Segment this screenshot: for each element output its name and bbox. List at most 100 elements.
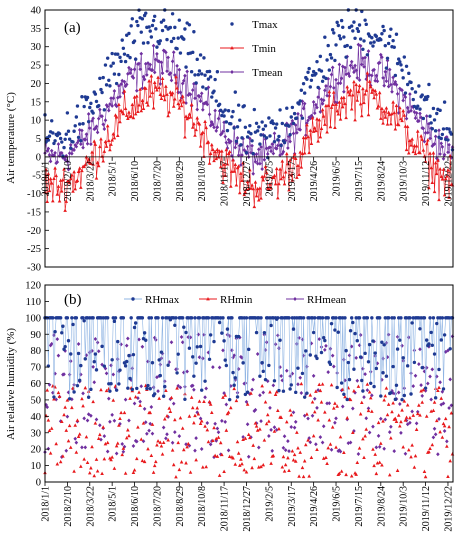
- data-point-RHmax: [374, 366, 379, 371]
- data-point-RHmin: [334, 445, 338, 449]
- data-point-Tmean: [105, 104, 110, 109]
- data-point-RHmin: [382, 398, 386, 402]
- data-point-RHmean: [405, 422, 410, 427]
- data-point-RHmin: [434, 418, 439, 423]
- data-point-Tmax: [404, 64, 409, 68]
- data-point-Tmax: [184, 65, 188, 69]
- data-point-RHmin: [159, 444, 164, 448]
- data-point-Tmean: [195, 107, 200, 112]
- data-point-RHmin: [89, 466, 93, 470]
- data-point-Tmin: [368, 84, 373, 89]
- data-point-RHmax: [300, 371, 305, 376]
- data-point-Tmean: [211, 122, 215, 127]
- data-point-RHmin: [395, 468, 400, 472]
- data-point-RHmean: [406, 335, 411, 340]
- data-point-RHmean: [102, 434, 107, 439]
- y-tick-label: 10: [31, 461, 42, 472]
- data-point-Tmax: [311, 69, 316, 74]
- data-point-RHmean: [199, 447, 204, 452]
- data-point-Tmax: [382, 28, 386, 33]
- data-point-Tmax: [402, 55, 407, 59]
- data-point-RHmean: [371, 424, 375, 429]
- data-point-Tmean: [166, 55, 170, 60]
- data-point-RHmin: [131, 470, 136, 475]
- data-point-Tmin: [279, 176, 283, 181]
- data-point-Tmin: [176, 101, 181, 106]
- data-point-Tmin: [432, 189, 437, 194]
- data-point-RHmean: [208, 442, 213, 447]
- data-point-RHmin: [311, 433, 316, 438]
- data-point-Tmax: [107, 78, 111, 83]
- data-point-Tmin: [413, 151, 418, 156]
- data-point-Tmean: [65, 159, 70, 164]
- x-tick-label: 2019/8/24: [376, 486, 387, 527]
- data-point-RHmean: [326, 370, 330, 375]
- data-point-Tmax: [222, 114, 226, 118]
- data-point-RHmax: [261, 369, 265, 374]
- data-point-RHmin: [93, 421, 98, 425]
- data-point-RHmin: [305, 412, 309, 416]
- data-point-RHmean: [160, 351, 165, 356]
- data-point-RHmax: [409, 392, 413, 396]
- data-point-RHmin: [373, 452, 378, 456]
- data-point-RHmean: [143, 420, 148, 425]
- data-point-RHmin: [269, 461, 273, 465]
- data-point-Tmax: [118, 55, 122, 60]
- data-point-Tmean: [101, 122, 106, 127]
- data-point-Tmean: [384, 79, 389, 84]
- data-point-RHmax: [430, 343, 434, 347]
- data-point-RHmean: [381, 356, 385, 361]
- data-point-RHmean: [222, 391, 226, 396]
- data-point-Tmean: [269, 149, 273, 154]
- data-point-RHmin: [68, 445, 73, 449]
- data-point-Tmax: [299, 88, 304, 92]
- data-point-RHmax: [116, 339, 120, 344]
- data-point-Tmin: [420, 137, 425, 141]
- data-point-Tmin: [140, 98, 145, 103]
- data-point-Tmax: [238, 118, 242, 122]
- data-point-RHmin: [253, 421, 258, 425]
- data-point-RHmin: [139, 437, 144, 441]
- data-point-Tmax: [279, 143, 283, 148]
- data-point-RHmin: [325, 461, 329, 466]
- data-point-Tmax: [342, 35, 346, 39]
- data-point-Tmin: [381, 121, 385, 125]
- data-point-RHmean: [46, 446, 51, 451]
- data-point-RHmax: [189, 316, 194, 320]
- x-tick-label: 2018/8/29: [175, 486, 186, 527]
- data-point-Tmean: [319, 97, 324, 102]
- data-point-RHmax: [123, 364, 128, 368]
- data-point-Tmean: [127, 65, 131, 70]
- data-point-Tmax: [132, 39, 137, 43]
- data-point-Tmean: [352, 70, 356, 75]
- data-point-Tmin: [149, 74, 154, 78]
- data-point-RHmean: [278, 365, 282, 370]
- data-point-Tmin: [392, 110, 397, 115]
- data-point-RHmean: [392, 449, 397, 454]
- data-point-RHmean: [92, 380, 97, 385]
- data-point-Tmax: [75, 104, 80, 108]
- data-point-RHmean: [95, 340, 100, 345]
- data-point-Tmean: [323, 88, 327, 93]
- data-point-RHmin: [223, 393, 228, 397]
- data-point-RHmean: [366, 406, 371, 411]
- data-point-Tmean: [214, 128, 219, 133]
- data-point-RHmin: [387, 473, 392, 477]
- data-point-RHmin: [197, 399, 202, 403]
- data-point-RHmean: [343, 378, 347, 383]
- data-point-Tmin: [331, 90, 336, 94]
- data-point-RHmin: [203, 424, 207, 428]
- data-point-RHmean: [361, 366, 365, 371]
- data-point-Tmax: [51, 131, 55, 135]
- data-point-Tmin: [259, 196, 263, 200]
- data-point-RHmin: [412, 465, 417, 469]
- data-point-RHmin: [235, 439, 240, 444]
- data-point-RHmin: [216, 435, 221, 439]
- data-point-Tmean: [243, 149, 248, 154]
- x-tick-label: 2019/3/17: [287, 161, 298, 202]
- data-point-Tmin: [234, 183, 239, 187]
- data-point-Tmean: [338, 81, 343, 86]
- data-point-RHmin: [110, 455, 114, 459]
- data-point-Tmean: [124, 82, 129, 87]
- data-point-RHmean: [177, 434, 182, 439]
